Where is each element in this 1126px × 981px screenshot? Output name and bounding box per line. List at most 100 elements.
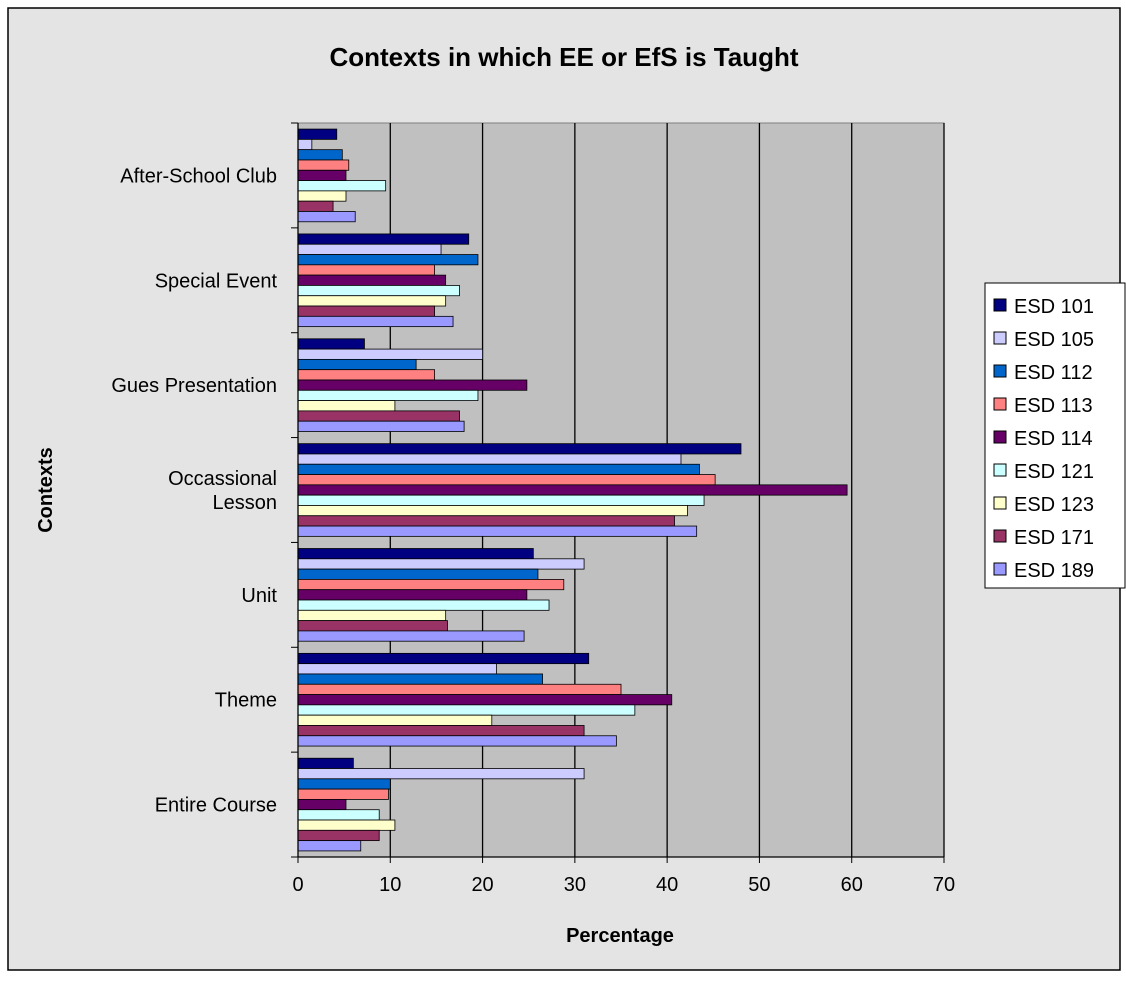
x-tick-label: 50 [748,874,770,896]
bar [297,190,347,202]
bar [297,599,550,611]
bar [297,788,389,800]
legend-swatch [993,397,1007,411]
bar [297,410,460,422]
bar [297,663,497,675]
bar [297,348,483,360]
bar [297,725,585,737]
bar [297,694,673,706]
bar [297,505,688,517]
legend-label: ESD 114 [1014,428,1093,450]
bar [297,474,716,486]
bar [297,128,338,140]
bar [297,840,362,852]
category-label: Occassional Lesson [168,468,277,514]
legend-swatch [993,430,1007,444]
bar [297,548,534,560]
bar [297,757,354,769]
bar [297,420,465,432]
bar [297,138,313,151]
bar [297,379,528,391]
category-label-line: Gues Presentation [111,375,277,397]
bar [297,652,590,665]
bar [297,819,396,831]
category-label-line: Entire Course [155,795,277,817]
legend-label: ESD 112 [1014,362,1093,384]
bar [297,558,585,570]
bar [297,169,347,181]
bar [297,389,479,401]
category-label-line: Unit [241,585,277,607]
legend-label: ESD 121 [1014,461,1094,483]
bar [297,453,682,465]
bar [297,568,539,580]
bar [297,829,380,842]
category-label: Unit [241,585,277,607]
category-label-line: After-School Club [120,165,277,187]
category-label-line: Theme [215,690,277,712]
bar [297,768,585,780]
legend-label: ESD 123 [1014,494,1094,516]
bar [297,149,343,161]
x-tick-label: 60 [841,874,863,896]
x-axis-title: Percentage [566,925,674,947]
bar [297,579,565,591]
bar [297,305,435,317]
category-label-line: Occassional [168,468,277,490]
x-tick-label: 40 [656,874,678,896]
bar [297,233,470,245]
legend-swatch [993,562,1007,576]
legend-label: ESD 105 [1014,329,1094,351]
legend-swatch [993,364,1007,378]
category-label: After-School Club [120,165,277,187]
bar [297,494,705,506]
bar [297,180,387,192]
bar [297,525,698,537]
axes: 0 10 20 30 40 50 60 70 After-School Club Special … [111,122,955,896]
category-label-line: Lesson [213,492,278,514]
bar [297,463,700,475]
bar [297,683,622,695]
bar [297,243,442,255]
bar [297,200,334,212]
legend-swatch [993,496,1007,510]
bar [297,211,356,223]
category-label: Gues Presentation [111,375,277,397]
legend-label: ESD 189 [1014,560,1094,582]
x-tick-label: 20 [471,874,493,896]
bar [297,630,525,642]
bar [297,274,447,286]
bar [297,285,460,297]
x-tick-label: 70 [933,874,955,896]
x-tick-label: 10 [379,874,401,896]
category-label: Special Event [155,270,278,292]
legend-label: ESD 113 [1014,395,1093,417]
bar [297,589,528,601]
bar [297,609,447,622]
x-tick-label: 30 [564,874,586,896]
legend-label: ESD 101 [1014,296,1094,318]
bar [297,809,380,821]
bar [297,338,365,350]
bar [297,799,347,811]
legend-label: ESD 171 [1014,527,1094,549]
bar [297,159,350,171]
bar [297,704,636,716]
legend-swatch [993,463,1007,477]
bar [297,515,675,527]
legend-swatch [993,529,1007,543]
legend-swatch [993,331,1007,345]
y-axis-title: Contexts [35,447,57,533]
bar [297,315,454,328]
bar [297,443,742,455]
bar [297,714,493,726]
bar [297,369,435,381]
bar [297,778,391,790]
bar [297,254,479,266]
legend-box [984,282,1126,589]
category-label-line: Special Event [155,270,278,292]
bar [297,735,617,747]
bar [297,620,448,632]
